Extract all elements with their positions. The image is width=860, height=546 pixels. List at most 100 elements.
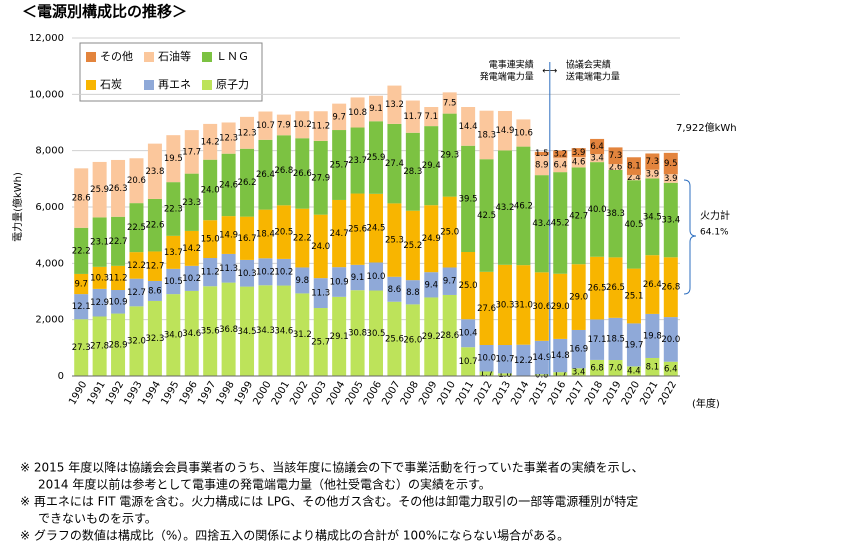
value-label: 26.8 (274, 166, 293, 176)
value-label: 1.5 (535, 149, 549, 159)
bar-segment (442, 92, 457, 114)
bar-segment (516, 344, 531, 376)
value-label: 40.0 (588, 205, 607, 215)
bar-segment (571, 148, 586, 157)
value-label: 12.9 (90, 298, 109, 308)
bar-segment (92, 217, 107, 267)
legend-label: その他 (100, 50, 133, 63)
value-label: 29.1 (330, 332, 349, 342)
value-label: 26.8 (661, 283, 680, 293)
bar-segment (295, 138, 310, 209)
bar-segment (369, 262, 383, 291)
bar-segment (147, 280, 162, 301)
legend-label: 石炭 (100, 78, 122, 91)
value-label: 8.8 (406, 288, 420, 298)
value-label: 43.2 (496, 203, 515, 213)
value-label: 13.7 (164, 248, 183, 258)
bar-segment (479, 371, 494, 376)
bar-segment (534, 175, 549, 273)
legend-swatch (86, 52, 96, 62)
value-label: 34.3 (256, 326, 275, 336)
value-label: 10.9 (109, 297, 128, 307)
bar-segment (424, 272, 439, 298)
bar-segment (350, 290, 365, 376)
value-label: 7.3 (646, 157, 660, 167)
value-label: 14.4 (459, 122, 478, 132)
bar-segment (608, 147, 623, 165)
value-label: 3.4 (572, 368, 586, 378)
value-label: 22.3 (164, 204, 183, 214)
bar-segment (369, 193, 383, 263)
bar-segment (111, 216, 126, 266)
bar-segment (166, 294, 181, 376)
bar-segment (129, 306, 144, 376)
y-tick-label: 6,000 (35, 202, 64, 213)
value-label: 12.7 (145, 262, 164, 272)
value-label: 23.7 (348, 156, 367, 166)
bar-segment (313, 214, 328, 279)
bar-segment (571, 329, 586, 369)
bar-segment (553, 338, 568, 373)
bar-segment (203, 258, 218, 287)
bar-segment (442, 294, 457, 376)
value-label: 14.9 (496, 126, 515, 136)
value-label: 14.2 (201, 137, 220, 147)
value-label: 34.5 (643, 212, 662, 222)
bar-segment (516, 146, 531, 266)
bar-segment (553, 273, 568, 339)
value-label: 14.9 (532, 353, 551, 363)
bar-segment (424, 297, 439, 376)
bar-segment (258, 139, 273, 210)
bar-segment (276, 258, 291, 286)
value-label: 28.3 (403, 167, 422, 177)
value-label: 9.7 (74, 280, 88, 290)
value-label: 12.3 (238, 128, 257, 138)
value-label: 10.9 (330, 277, 349, 287)
value-label: 4.6 (572, 158, 586, 168)
bar-segment (626, 323, 641, 367)
legend-swatch (144, 80, 154, 90)
bar-segment (663, 317, 678, 362)
value-label: 26.2 (238, 178, 257, 188)
value-label: 26.4 (643, 280, 662, 290)
bar-segment (258, 111, 273, 140)
note: ※ 再エネには FIT 電源を含む。火力構成には LPG、その他ガス含む。その他… (20, 494, 638, 509)
bar-segment (332, 267, 347, 297)
bar-segment (553, 150, 568, 158)
bar-segment (608, 169, 623, 258)
bar-segment (129, 158, 144, 204)
bar-segment (92, 288, 107, 317)
y-tick-label: 10,000 (29, 89, 64, 100)
value-label: 26.5 (588, 284, 607, 294)
value-label: 17.1 (588, 335, 607, 345)
value-label: 1.7 (480, 369, 494, 379)
bar-segment (590, 154, 605, 163)
value-label: 3.9 (572, 148, 586, 158)
bar-segment (626, 366, 641, 376)
bar-segment (74, 273, 89, 295)
bar-segment (663, 152, 678, 175)
value-label: 25.0 (440, 228, 459, 238)
value-label: 7.9 (277, 120, 291, 130)
value-label: 29.0 (551, 302, 570, 312)
bar-segment (221, 122, 236, 154)
value-label: 9.4 (425, 280, 439, 290)
value-label: 30.5 (367, 329, 386, 339)
bar-segment (645, 313, 660, 358)
bar-segment (313, 278, 328, 309)
value-label: 23.8 (145, 167, 164, 177)
annotation: 火力計 (700, 209, 730, 222)
value-label: 9.1 (369, 104, 383, 114)
value-label: 2.4 (627, 173, 641, 183)
value-label: 4.4 (627, 367, 641, 377)
note: ※ 2015 年度以降は協議会会員事業者のうち、当該年度に協議会の下で事業活動を… (20, 460, 644, 475)
value-label: 32.0 (127, 337, 146, 347)
bar-segment (369, 121, 383, 194)
bar-segment (129, 252, 144, 279)
value-label: 6.4 (590, 142, 604, 152)
value-label: 25.6 (348, 225, 367, 235)
bar-segment (74, 294, 89, 320)
bar-segment (534, 272, 549, 341)
y-axis-label: 電力量(億kWh) (11, 172, 24, 242)
legend-label: 原子力 (216, 78, 249, 91)
